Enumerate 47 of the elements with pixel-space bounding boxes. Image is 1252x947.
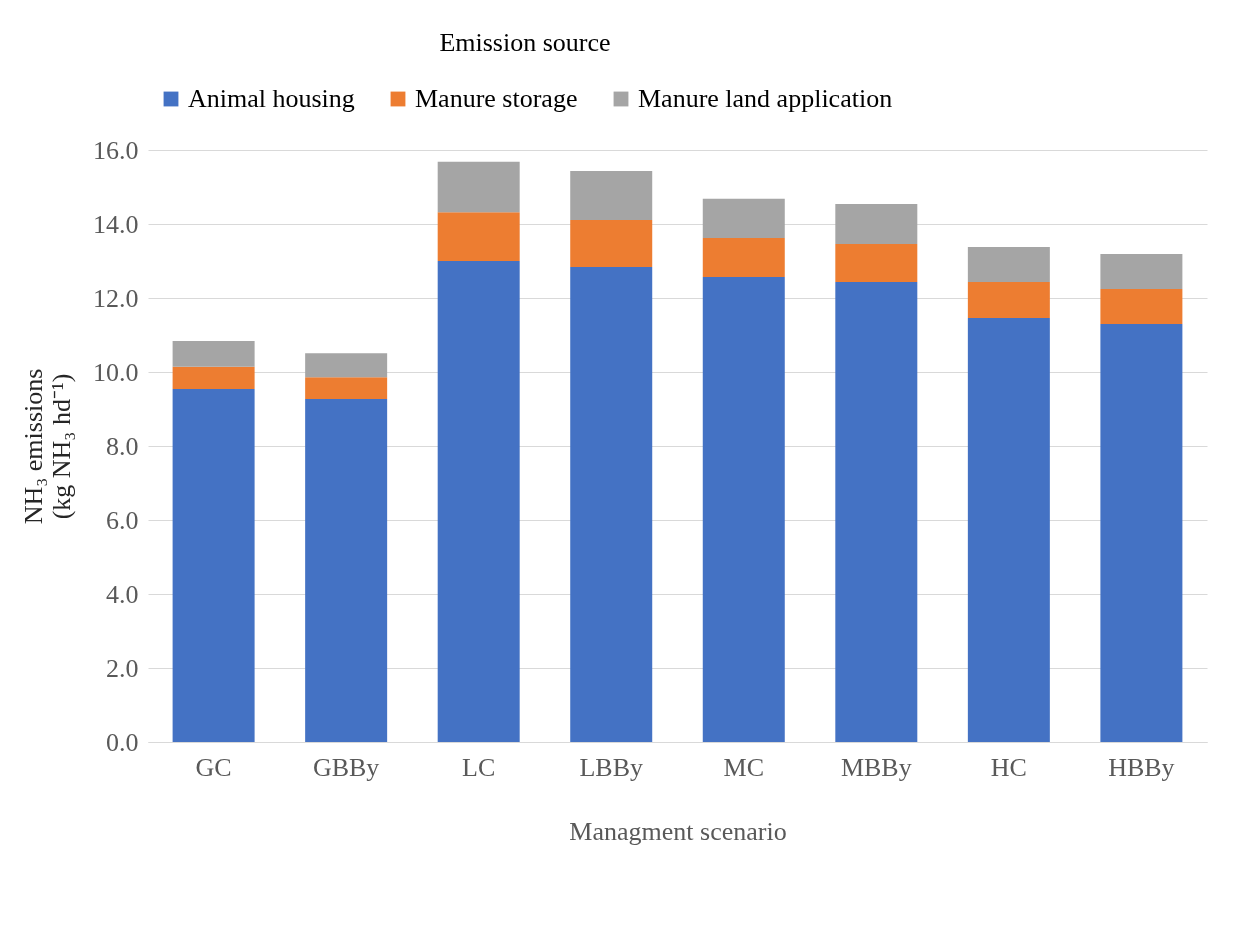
x-tick-label: GBBy — [312, 752, 380, 782]
bar — [1100, 289, 1183, 324]
bar — [835, 243, 918, 283]
x-tick-label: GC — [195, 752, 232, 782]
bar — [172, 366, 255, 390]
x-tick-label: LBBy — [579, 752, 644, 782]
x-tick-label: MC — [723, 752, 764, 782]
y-tick-label: 2.0 — [106, 653, 139, 683]
x-tick-label: HC — [990, 752, 1027, 782]
y-tick-label: 8.0 — [106, 431, 139, 461]
y-axis-title: NH₃ emissions (kg NH₃ hd⁻¹) — [19, 368, 76, 525]
y-tick-label: 14.0 — [93, 209, 139, 239]
y-tick-label: 16.0 — [93, 135, 139, 165]
bar — [702, 276, 785, 742]
y-tick-label: 0.0 — [106, 727, 139, 757]
bar — [305, 399, 388, 742]
y-tick-label: 4.0 — [106, 579, 139, 609]
bar — [835, 282, 918, 742]
x-tick-label: HBBy — [1108, 752, 1175, 782]
bar — [305, 377, 388, 400]
bar — [437, 161, 520, 213]
x-axis-title: Managment scenario — [569, 816, 787, 846]
legend-label: Manure storage — [415, 84, 578, 113]
bar — [967, 282, 1050, 318]
bar — [967, 246, 1050, 283]
bar — [835, 204, 918, 244]
bar — [570, 171, 653, 220]
y-tick-label: 10.0 — [93, 357, 139, 387]
x-tick-label: LC — [462, 752, 496, 782]
bar — [967, 317, 1050, 742]
bar — [1100, 323, 1183, 742]
bar — [305, 353, 388, 378]
legend-title: Emission source — [439, 28, 611, 57]
bar — [702, 238, 785, 277]
bar — [570, 266, 653, 742]
x-tick-label: MBBy — [840, 752, 912, 782]
bar — [1100, 253, 1183, 290]
bar — [437, 261, 520, 742]
legend-label: Animal housing — [188, 84, 355, 113]
legend-label: Manure land application — [638, 84, 893, 113]
bar — [172, 340, 255, 367]
y-tick-label: 12.0 — [93, 283, 139, 313]
y-tick-label: 6.0 — [106, 505, 139, 535]
bar — [570, 219, 653, 267]
bar — [437, 212, 520, 261]
bar — [702, 198, 785, 239]
bar — [172, 389, 255, 742]
